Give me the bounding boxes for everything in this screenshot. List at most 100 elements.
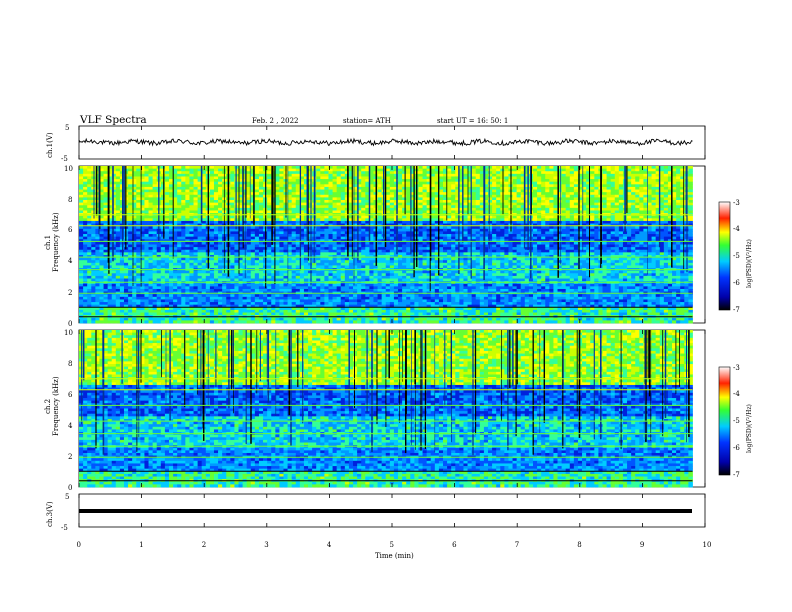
spectrogram-cell (430, 186, 436, 190)
spectrogram-cell (406, 184, 411, 188)
spectrogram-cell (218, 223, 223, 227)
spectrogram-cell (344, 218, 350, 222)
spectrogram-cell (213, 210, 219, 214)
spectrogram-cell (168, 226, 174, 230)
spectrogram-cell (242, 247, 248, 251)
spectrogram-cell (197, 189, 203, 193)
spectrogram-cell (676, 218, 681, 222)
spectrogram-cell (447, 179, 452, 183)
spectrogram-cell (258, 173, 264, 177)
spectrogram-cell (103, 197, 109, 201)
spectrogram-cell (410, 234, 415, 238)
spectrogram-cell (218, 249, 223, 253)
spectrogram-cell (451, 236, 456, 240)
spectrogram-cell (492, 181, 497, 185)
spectrogram-cell (275, 218, 280, 222)
spectrogram-cell (475, 166, 481, 170)
spectrogram-cell (230, 179, 235, 183)
spectrogram-cell (393, 189, 399, 193)
spectrogram-cell (549, 226, 554, 230)
spectrogram-cell (173, 181, 178, 185)
spectrogram-cell (316, 189, 321, 193)
spectrogram-cell (553, 239, 558, 243)
spectrogram-cell (577, 207, 583, 211)
spectrogram-cell (667, 231, 673, 235)
spectrogram-cell (406, 236, 411, 240)
spectrogram-cell (91, 207, 96, 211)
spectrogram-cell (594, 234, 599, 238)
spectrogram-cell (639, 234, 644, 238)
spectrogram-cell (246, 234, 252, 238)
spectrogram-cell (332, 228, 338, 232)
spectrogram-cell (168, 241, 174, 245)
spectrogram-cell (487, 247, 493, 251)
spectrogram-cell (177, 173, 182, 177)
spectrogram-cell (545, 194, 550, 198)
spectrogram-cell (557, 244, 562, 248)
spectrogram-cell (586, 192, 591, 196)
spectrogram-cell (95, 252, 100, 256)
spectrogram-cell (672, 247, 677, 251)
spectrogram-cell (422, 176, 428, 180)
spectrogram-cell (520, 166, 526, 170)
spectrogram-cell (676, 236, 681, 240)
spectrogram-cell (173, 194, 178, 198)
spectrogram-cell (344, 186, 350, 190)
spectrogram-cell (647, 231, 652, 235)
spectrogram-cell (87, 171, 92, 175)
spectrogram-cell (168, 181, 174, 185)
spectrogram-cell (267, 249, 272, 253)
spectrogram-cell (361, 247, 366, 251)
spectrogram-cell (594, 173, 599, 177)
spectrogram-cell (332, 171, 338, 175)
spectrogram-cell (524, 226, 530, 230)
spectrogram-cell (344, 202, 350, 206)
spectrogram-cell (267, 173, 272, 177)
spectrogram-cell (573, 184, 579, 188)
spectrogram-cell (365, 244, 370, 248)
spectrogram-cell (398, 244, 403, 248)
spectrogram-cell (430, 184, 436, 188)
spectrogram-cell (168, 252, 174, 256)
spectrogram-cell (659, 189, 665, 193)
spectrogram-cell (516, 249, 522, 253)
spectrogram-cell (627, 226, 632, 230)
spectrogram-cell (590, 168, 595, 172)
spectrogram-cell (332, 186, 338, 190)
spectrogram-cell (655, 171, 661, 175)
spectrogram-cell (316, 192, 321, 196)
spectrogram-cell (115, 173, 121, 177)
spectrogram-cell (173, 218, 178, 222)
spectrogram-cell (504, 226, 509, 230)
spectrogram-cell (369, 215, 374, 219)
spectrogram-cell (557, 231, 562, 235)
spectrogram-cell (426, 205, 432, 209)
spectrogram-cell (332, 184, 338, 188)
spectrogram-cell (148, 218, 154, 222)
spectrogram-cell (459, 186, 464, 190)
spectrogram-cell (365, 210, 370, 214)
spectrogram-cell (631, 234, 636, 238)
spectrogram-cell (398, 249, 403, 253)
spectrogram-cell (185, 218, 190, 222)
spectrogram-cell (177, 218, 182, 222)
spectrogram-cell (676, 179, 681, 183)
spectrogram-cell (520, 200, 526, 204)
spectrogram-cell (79, 252, 84, 256)
spectrogram-cell (516, 244, 522, 248)
spectrogram-cell (164, 171, 170, 175)
spectrogram-cell (148, 176, 154, 180)
spectrogram-cell (320, 189, 325, 193)
spectrogram-cell (140, 239, 145, 243)
spectrogram-cell (659, 205, 665, 209)
spectrogram-cell (238, 210, 243, 214)
spectrogram-cell (308, 176, 313, 180)
spectrogram-cell (688, 179, 693, 183)
spectrogram-cell (406, 202, 411, 206)
spectrogram-cell (369, 168, 374, 172)
spectrogram-cell (549, 194, 554, 198)
spectrogram-cell (500, 249, 505, 253)
spectrogram-cell (553, 241, 558, 245)
spectrogram-cell (537, 223, 542, 227)
spectrogram-cell (377, 228, 383, 232)
